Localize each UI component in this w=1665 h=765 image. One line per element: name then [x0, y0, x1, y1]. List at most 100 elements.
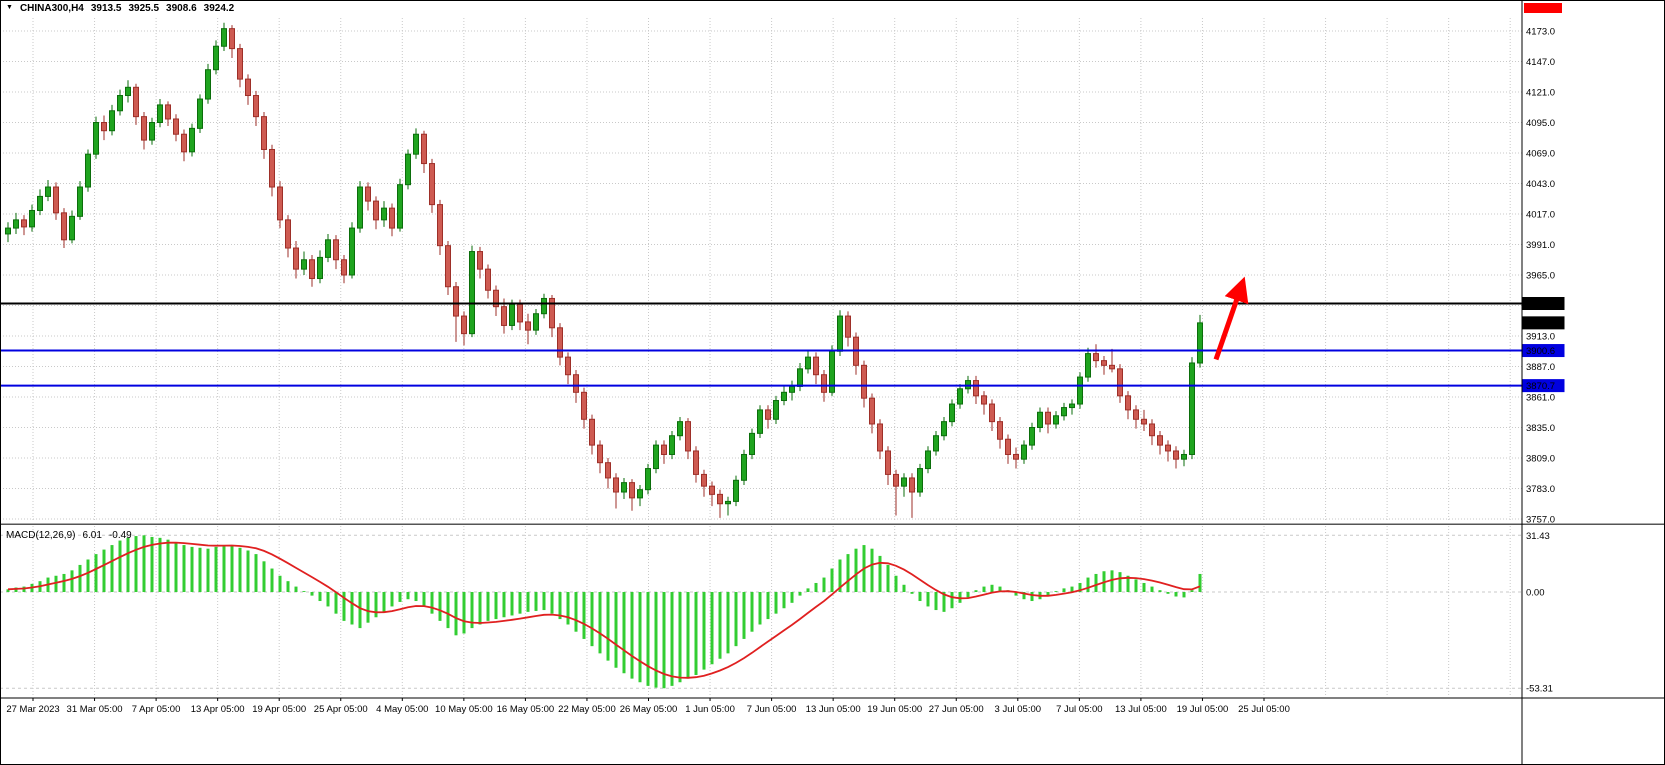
candle-body: [805, 356, 811, 370]
candle-body: [733, 479, 739, 502]
time-tick-label: 3 Jul 05:00: [995, 704, 1041, 715]
candle-body: [925, 450, 931, 470]
candle-body: [253, 95, 259, 118]
time-tick-label: 13 Apr 05:00: [191, 704, 245, 715]
candle-body: [1037, 411, 1043, 428]
trend-arrow[interactable]: [1213, 276, 1249, 361]
candle-body: [589, 418, 595, 446]
ohlc-high: 3925.5: [128, 3, 160, 14]
price-axis[interactable]: 4173.0 4147.0 4121.0 4095.0 4069.0 4043.0 4017…: [1526, 27, 1555, 526]
candle-body: [85, 153, 91, 188]
candle-body: [237, 48, 243, 80]
time-tick-label: 19 Jul 05:00: [1177, 704, 1229, 715]
candle-body: [261, 116, 267, 150]
candle-body: [533, 313, 539, 331]
candle-body: [629, 482, 635, 499]
candle-body: [117, 95, 123, 112]
time-tick-label: 1 Jun 05:00: [685, 704, 735, 715]
price-tick-label: 4095.0: [1526, 118, 1555, 129]
candle-body: [605, 462, 611, 479]
macd-signal-value: -0.49: [108, 530, 132, 541]
time-axis[interactable]: 27 Mar 2023 31 Mar 05:00 7 Apr 05:00 13 Apr…: [6, 698, 1290, 715]
candle-body: [717, 493, 723, 505]
candle-body: [997, 421, 1003, 440]
candle-body: [381, 207, 387, 221]
candle-body: [1053, 415, 1059, 425]
svg-text:3924.2: 3924.2: [1526, 318, 1555, 329]
candle-body: [373, 200, 379, 221]
candle-body: [765, 409, 771, 420]
candle-body: [973, 380, 979, 397]
candle-body: [173, 118, 179, 135]
candle-body: [1093, 353, 1099, 362]
candle-body: [501, 306, 507, 326]
candle-body: [349, 227, 355, 276]
price-tick-label: 4147.0: [1526, 57, 1555, 68]
macd-signal-line: [7, 541, 1201, 679]
axis-top-marker: [1524, 3, 1562, 13]
candle-body: [541, 297, 547, 315]
candle-body: [429, 163, 435, 206]
candle-body: [437, 204, 443, 247]
candle-body: [181, 133, 187, 153]
price-tick-label: 3835.0: [1526, 423, 1555, 434]
time-tick-label: 25 Apr 05:00: [314, 704, 368, 715]
candle-body: [525, 321, 531, 331]
candle-body: [909, 477, 915, 493]
candle-body: [165, 104, 171, 120]
candle-body: [1045, 411, 1051, 425]
macd-main-value: 6.01: [82, 530, 102, 541]
candle-body: [221, 28, 227, 47]
candle-body: [941, 421, 947, 437]
time-tick-label: 13 Jul 05:00: [1115, 704, 1167, 715]
svg-text:3940.7: 3940.7: [1526, 299, 1555, 310]
time-tick-label: 7 Jul 05:00: [1056, 704, 1102, 715]
time-tick-label: 25 Jul 05:00: [1238, 704, 1290, 715]
candle-body: [837, 315, 843, 352]
candle-body: [357, 186, 363, 229]
candle-body: [53, 186, 59, 214]
candle-body: [445, 245, 451, 288]
candle-body: [69, 215, 75, 241]
price-tick-label: 4069.0: [1526, 149, 1555, 160]
candle-body: [485, 268, 491, 291]
candle-body: [773, 400, 779, 420]
candle-body: [1133, 409, 1139, 420]
candle-body: [469, 251, 475, 335]
svg-text:3870.7: 3870.7: [1526, 381, 1555, 392]
candle-body: [1109, 364, 1115, 370]
price-tick-label: 4017.0: [1526, 210, 1555, 221]
time-tick-label: 27 Jun 05:00: [929, 704, 984, 715]
candle-body: [885, 450, 891, 475]
candle-body: [661, 444, 667, 455]
candle-body: [1125, 395, 1131, 411]
candlesticks: [5, 22, 1203, 518]
time-tick-label: 19 Apr 05:00: [252, 704, 306, 715]
candle-body: [405, 153, 411, 186]
macd-axis[interactable]: 31.43 0.00 -53.31: [1526, 531, 1553, 695]
candle-body: [285, 219, 291, 249]
macd-tick-label: 31.43: [1526, 531, 1550, 542]
time-tick-label: 4 May 05:00: [376, 704, 428, 715]
time-tick-label: 27 Mar 2023: [6, 704, 59, 715]
candle-body: [813, 356, 819, 376]
candle-body: [269, 148, 275, 188]
candle-body: [141, 116, 147, 141]
time-tick-label: 22 May 05:00: [558, 704, 616, 715]
candle-body: [205, 69, 211, 100]
candle-body: [797, 368, 803, 387]
candle-body: [461, 315, 467, 335]
candle-body: [93, 122, 99, 155]
candle-body: [741, 453, 747, 481]
candle-body: [1149, 423, 1155, 437]
candle-body: [821, 374, 827, 393]
candle-body: [845, 315, 851, 338]
candle-body: [861, 364, 867, 399]
candle-body: [45, 186, 51, 197]
candle-body: [149, 122, 155, 141]
ohlc-close: 3924.2: [203, 3, 235, 14]
candle-body: [1189, 362, 1195, 455]
grid: [0, 18, 1522, 697]
candle-body: [637, 489, 643, 499]
